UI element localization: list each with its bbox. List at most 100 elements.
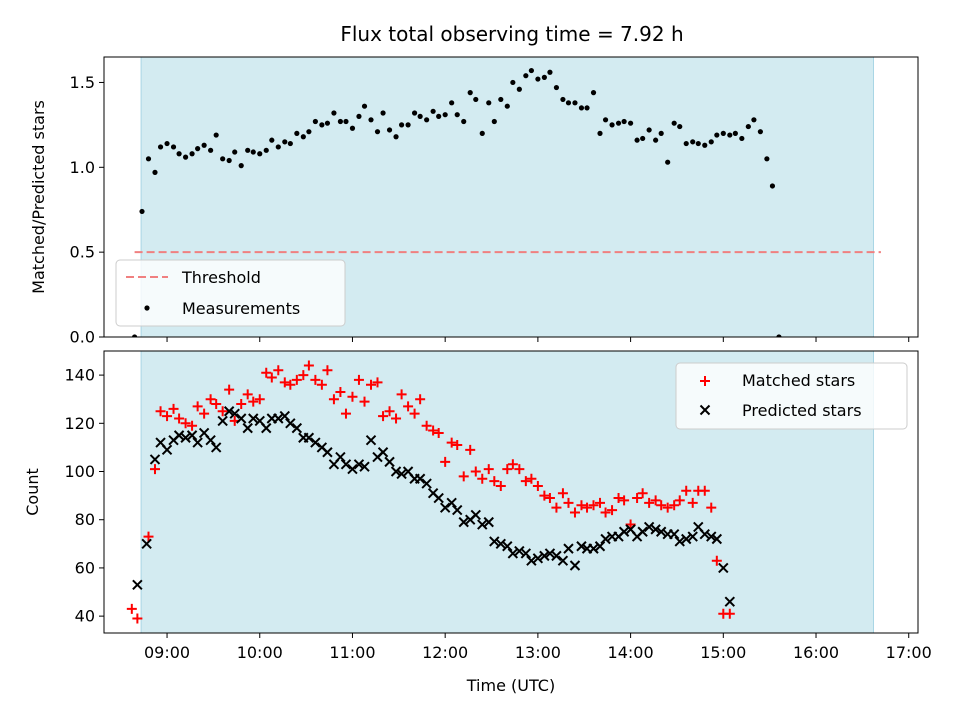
predicted-star-point <box>279 410 290 422</box>
measurement-point <box>590 90 597 96</box>
matched-star-point <box>415 394 426 405</box>
measurement-point <box>294 130 300 136</box>
measurement-point <box>131 334 138 337</box>
measurement-point <box>399 122 405 128</box>
measurement-point <box>584 105 590 111</box>
matched-star-point <box>187 420 198 431</box>
matched-star-point <box>211 399 222 410</box>
predicted-star-point <box>149 454 161 465</box>
matched-star-point <box>650 495 661 506</box>
predicted-star-point <box>724 596 736 607</box>
predicted-star-point <box>594 541 606 552</box>
predicted-star-point <box>433 492 444 504</box>
y-axis-label: Matched/Predicted stars <box>29 100 48 294</box>
predicted-star-point <box>390 466 402 477</box>
measurement-point <box>232 149 238 155</box>
measurement-point <box>287 140 293 147</box>
top-panel: 0.0 0.5 1.0 1.5 Matched/Predicted stars Thres… <box>29 56 919 347</box>
matched-star-point <box>532 480 543 491</box>
matched-star-point <box>706 502 717 513</box>
measurement-point <box>257 151 263 157</box>
matched-star-point <box>433 427 444 438</box>
measurement-point <box>282 139 288 145</box>
measurement-point <box>609 122 615 128</box>
matched-star-point <box>224 384 235 395</box>
matched-star-point <box>600 507 611 518</box>
predicted-star-point <box>291 422 303 434</box>
matched-star-point <box>340 408 351 419</box>
predicted-star-point <box>551 550 562 562</box>
y-axis-label: Count <box>23 468 42 516</box>
matched-star-point <box>248 396 259 407</box>
measurement-point <box>417 113 423 119</box>
measurement-point <box>275 144 281 150</box>
measurement-point <box>695 140 701 147</box>
matched-star-point <box>291 374 302 385</box>
predicted-star-point <box>173 430 185 441</box>
x-axis-label: Time (UTC) <box>466 676 555 695</box>
measurement-point <box>572 100 578 106</box>
predicted-star-point <box>539 550 550 562</box>
matched-star-point <box>495 480 506 491</box>
matched-star-point <box>180 418 191 429</box>
measurement-point <box>547 69 553 75</box>
matched-star-point <box>359 396 370 407</box>
matched-star-point <box>595 497 606 508</box>
predicted-star-point <box>421 478 432 489</box>
measurement-point <box>702 142 708 148</box>
matched-star-point <box>403 401 414 412</box>
measurement-point <box>751 117 757 123</box>
measurement-point <box>337 118 344 125</box>
matched-star-point <box>458 471 469 482</box>
matched-star-point <box>724 608 735 619</box>
predicted-star-point <box>643 521 655 533</box>
y-tick-label: 140 <box>64 366 95 385</box>
predicted-star-point <box>489 536 500 547</box>
matched-star-point <box>347 391 358 402</box>
matched-star-point <box>465 444 476 455</box>
predicted-star-point <box>285 418 296 429</box>
predicted-star-point <box>439 502 451 513</box>
predicted-star-point <box>477 519 488 530</box>
predicted-star-point <box>452 504 463 516</box>
measurement-point <box>627 120 634 126</box>
predicted-star-point <box>514 545 525 557</box>
measurement-point <box>776 334 782 337</box>
matched-star-point <box>421 420 432 431</box>
matched-star-point <box>489 476 500 487</box>
matched-star-point <box>674 495 685 506</box>
matched-star-point <box>452 440 463 450</box>
matched-star-point <box>366 379 377 390</box>
predicted-star-point <box>192 437 203 448</box>
measurement-point <box>708 139 714 145</box>
y-tick-label: 0.5 <box>70 243 95 262</box>
measurement-point <box>510 79 516 86</box>
predicted-star-point <box>446 497 457 509</box>
matched-star-point <box>279 377 290 388</box>
matched-star-point <box>384 406 395 417</box>
measurement-point <box>714 132 720 138</box>
measurement-point <box>621 118 627 125</box>
measurement-point <box>658 130 664 136</box>
predicted-star-point <box>706 531 717 542</box>
matched-star-point <box>526 473 537 484</box>
legend-threshold-label: Threshold <box>181 268 261 287</box>
matched-star-point <box>619 495 630 506</box>
y-tick-label: 1.5 <box>70 73 95 92</box>
legend-box <box>675 362 908 430</box>
predicted-star-point <box>132 579 143 591</box>
measurement-point <box>226 157 232 164</box>
matched-star-point <box>539 490 550 501</box>
matched-star-point <box>644 497 655 508</box>
legend-predicted-label: Predicted stars <box>742 401 862 420</box>
axes-frame <box>103 350 919 634</box>
predicted-star-point <box>681 533 692 545</box>
measurement-point <box>139 208 145 215</box>
predicted-star-point <box>718 562 729 574</box>
measurement-point <box>176 151 182 157</box>
x-tick-label: 13:00 <box>515 643 561 662</box>
predicted-star-point <box>557 555 569 566</box>
series-measurements <box>131 67 782 337</box>
measurement-point <box>479 130 485 136</box>
matched-star-point <box>544 493 555 504</box>
